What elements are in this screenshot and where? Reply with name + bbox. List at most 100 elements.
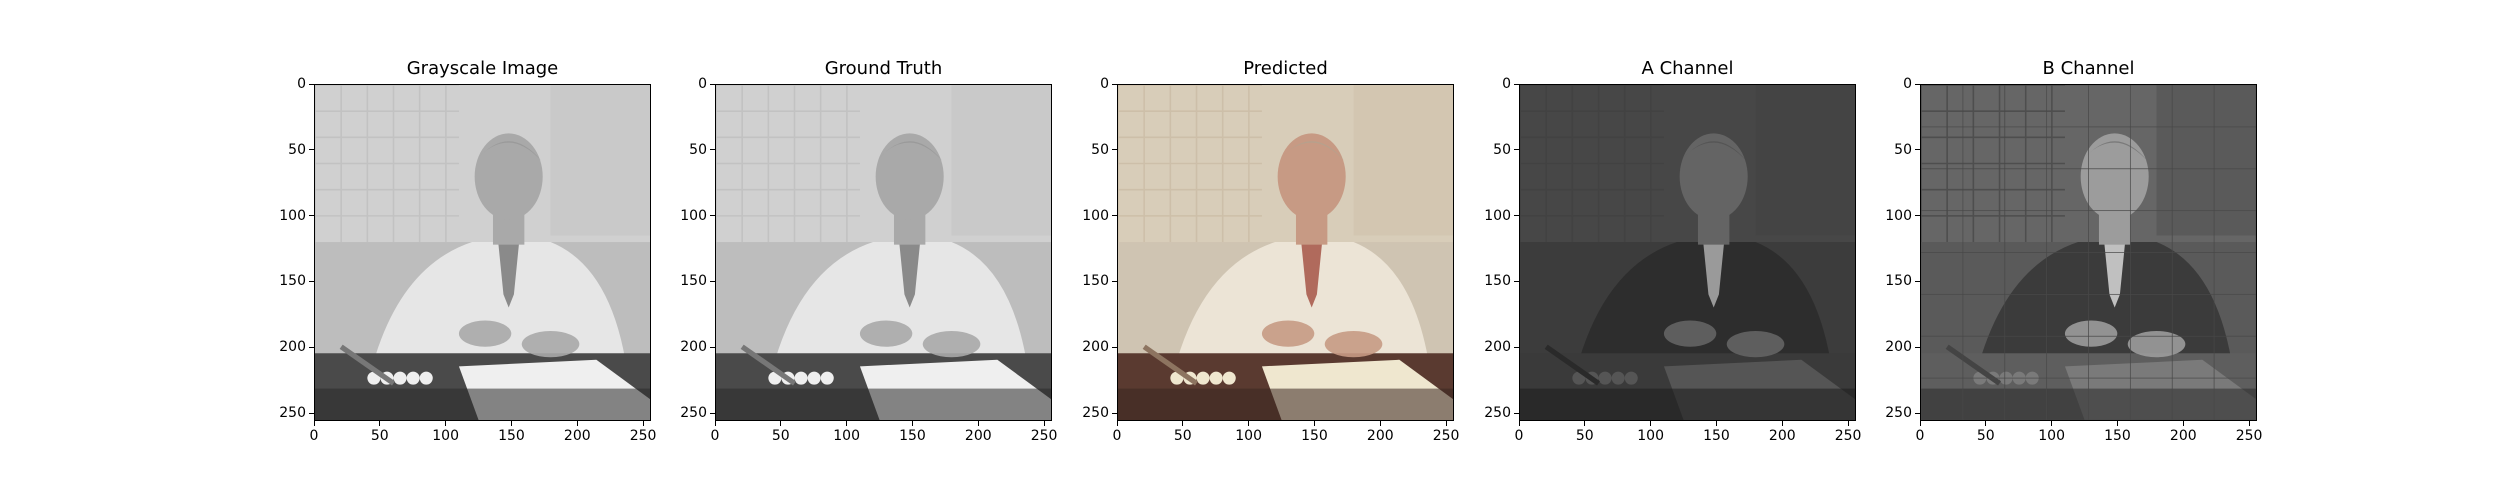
- x-tick-label: 250: [1030, 428, 1058, 444]
- x-tick-label: 100: [432, 428, 459, 444]
- y-tick-mark: [710, 83, 715, 85]
- image-desk-item: [419, 371, 433, 385]
- y-tick-label: 50: [1091, 141, 1109, 158]
- y-tick-mark: [1112, 215, 1117, 217]
- image-hand: [1261, 320, 1315, 347]
- y-tick-mark: [1112, 280, 1117, 282]
- image-syringe: [339, 344, 396, 386]
- x-tick-label: 200: [964, 428, 992, 444]
- x-tick-label: 50: [1575, 428, 1594, 444]
- x-tick-label: 100: [833, 428, 860, 444]
- x-tick-label: 0: [309, 428, 319, 444]
- image-syringe: [1945, 344, 2002, 386]
- x-tick-mark: [1919, 421, 1921, 426]
- x-tick-mark: [1313, 421, 1315, 426]
- x-tick-mark: [1985, 421, 1987, 426]
- x-tick-mark: [780, 421, 782, 426]
- image-plot: [1118, 85, 1453, 420]
- y-tick-mark: [710, 215, 715, 217]
- image-head: [1679, 133, 1748, 220]
- image-hand: [2064, 320, 2118, 347]
- image-tie: [1703, 242, 1725, 308]
- image-hand: [521, 331, 580, 358]
- image-desk-edge: [315, 388, 650, 420]
- image-desk-item: [1624, 371, 1638, 385]
- image-tie: [899, 242, 921, 308]
- image-hair: [2081, 141, 2148, 161]
- image-head: [2080, 133, 2149, 220]
- x-tick-mark: [1715, 421, 1717, 426]
- x-tick-mark: [379, 421, 381, 426]
- x-tick-mark: [2182, 421, 2184, 426]
- panel-title: Grayscale Image: [406, 58, 559, 79]
- x-tick-label: 150: [1703, 428, 1730, 444]
- x-tick-mark: [445, 421, 447, 426]
- y-tick-label: 0: [698, 76, 707, 92]
- image-window: [951, 85, 1051, 236]
- y-tick-label: 0: [1100, 76, 1109, 92]
- image-window: [550, 85, 650, 236]
- y-tick-label: 50: [689, 141, 707, 158]
- x-tick-mark: [1650, 421, 1652, 426]
- x-tick-label: 200: [563, 428, 591, 444]
- x-tick-label: 200: [1768, 428, 1796, 444]
- panel-title: Ground Truth: [824, 58, 943, 79]
- y-tick-label: 100: [1885, 207, 1912, 224]
- image-hand: [458, 320, 512, 347]
- image-desk-item: [1196, 371, 1210, 385]
- x-tick-mark: [576, 421, 578, 426]
- x-tick-mark: [2051, 421, 2053, 426]
- image-plot: [1520, 85, 1855, 420]
- x-tick-mark: [2116, 421, 2118, 426]
- image-hair: [876, 141, 943, 161]
- image-desk-edge: [1520, 388, 1855, 420]
- image-window: [2156, 85, 2256, 236]
- x-tick-mark: [1847, 421, 1849, 426]
- x-tick-label: 100: [2038, 428, 2065, 444]
- x-tick-mark: [642, 421, 644, 426]
- image-desk-item: [1611, 371, 1625, 385]
- x-tick-label: 150: [899, 428, 926, 444]
- image-desk-item: [820, 371, 834, 385]
- y-tick-mark: [309, 215, 314, 217]
- image-tie: [1301, 242, 1323, 308]
- image-head: [875, 133, 944, 220]
- y-tick-mark: [309, 149, 314, 151]
- panel-title: Predicted: [1243, 58, 1328, 79]
- y-tick-mark: [710, 346, 715, 348]
- image-axes: [1920, 84, 2257, 421]
- image-desk-item: [406, 371, 420, 385]
- image-desk-item: [393, 371, 407, 385]
- y-tick-label: 200: [1082, 339, 1109, 356]
- image-hand: [2127, 331, 2186, 358]
- x-tick-label: 0: [710, 428, 720, 444]
- y-tick-mark: [1112, 346, 1117, 348]
- x-tick-mark: [977, 421, 979, 426]
- image-syringe: [1142, 344, 1199, 386]
- y-tick-mark: [1915, 83, 1920, 85]
- image-hair: [475, 141, 542, 161]
- x-tick-mark: [714, 421, 716, 426]
- x-tick-label: 0: [1112, 428, 1122, 444]
- y-tick-label: 50: [288, 141, 306, 158]
- x-tick-mark: [1781, 421, 1783, 426]
- y-tick-mark: [1112, 83, 1117, 85]
- y-tick-label: 0: [1502, 76, 1511, 92]
- image-hand: [922, 331, 981, 358]
- y-tick-mark: [309, 412, 314, 414]
- y-tick-label: 50: [1894, 141, 1912, 158]
- y-tick-label: 200: [279, 339, 306, 356]
- x-tick-label: 250: [629, 428, 657, 444]
- image-desk-item: [1222, 371, 1236, 385]
- x-tick-label: 50: [370, 428, 389, 444]
- panel-title: B Channel: [2042, 58, 2135, 79]
- x-tick-mark: [911, 421, 913, 426]
- y-tick-label: 100: [680, 207, 707, 224]
- x-tick-label: 0: [1915, 428, 1925, 444]
- x-tick-label: 50: [771, 428, 790, 444]
- y-tick-label: 200: [680, 339, 707, 356]
- x-tick-label: 100: [1235, 428, 1262, 444]
- y-tick-label: 100: [1484, 207, 1511, 224]
- y-tick-mark: [1514, 215, 1519, 217]
- panel-title: A Channel: [1641, 58, 1734, 79]
